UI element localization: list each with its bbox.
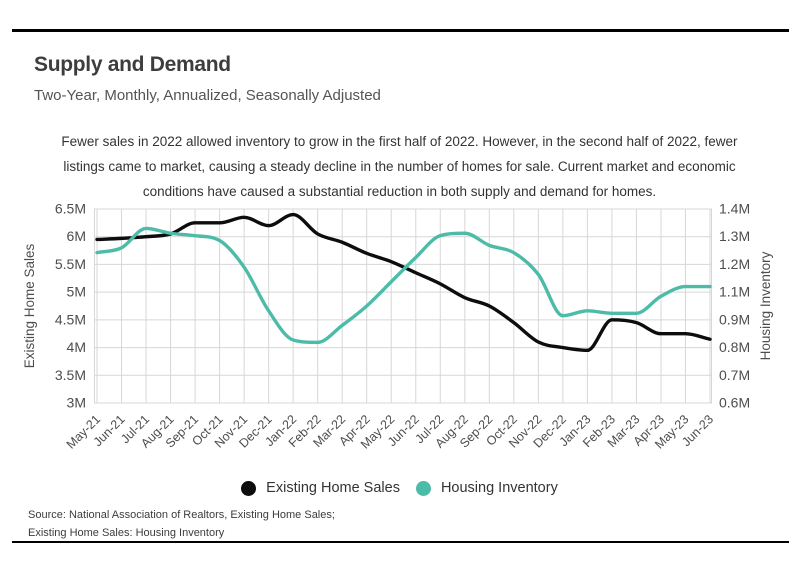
chart-description: Fewer sales in 2022 allowed inventory to… [0, 129, 799, 204]
inventory-dot-icon [415, 480, 431, 496]
legend-item-housing-inventory: Housing Inventory [415, 480, 558, 496]
right-tick-label: 1.1M [719, 284, 750, 300]
plot-border [94, 208, 712, 404]
legend-label: Existing Home Sales [266, 480, 400, 496]
left-tick-label: 4.5M [55, 311, 86, 327]
existing-home-sales-line [95, 212, 712, 353]
left-tick-label: 6.5M [55, 201, 86, 217]
chart-title: Supply and Demand [34, 53, 231, 76]
description-line-2: listings came to market, causing a stead… [63, 159, 736, 174]
right-tick-label: 0.9M [719, 311, 750, 327]
sales-dot-icon [241, 480, 257, 496]
description-line-1: Fewer sales in 2022 allowed inventory to… [61, 134, 738, 149]
right-tick-label: 0.6M [719, 395, 750, 411]
source-line-1: Source: National Association of Realtors… [28, 509, 335, 521]
chart-area: 6.5M 1.4M 6M 1.3M 5.5M 1.2M 5M 1.1M 4.5M 0.9M 4M 0.… [0, 180, 799, 480]
legend-label: Housing Inventory [440, 480, 558, 496]
chart-legend: Existing Home Sales Housing Inventory [0, 480, 799, 496]
right-tick-label: 1.4M [719, 201, 750, 217]
housing-inventory-line [95, 226, 712, 345]
left-tick-label: 3M [67, 395, 86, 411]
bottom-rule [12, 541, 789, 543]
left-tick-label: 5M [67, 284, 86, 300]
chart-svg: 6.5M 1.4M 6M 1.3M 5.5M 1.2M 5M 1.1M 4.5M 0.9M 4M 0.… [22, 201, 773, 452]
left-tick-label: 5.5M [55, 256, 86, 272]
right-tick-label: 0.7M [719, 367, 750, 383]
left-tick-label: 6M [67, 228, 86, 244]
left-axis-title: Existing Home Sales [22, 243, 37, 368]
right-tick-label: 1.2M [719, 256, 750, 272]
left-tick-label: 4M [67, 339, 86, 355]
source-line-2: Existing Home Sales: Housing Inventory [28, 527, 225, 539]
description-line-3: conditions have caused a substantial red… [142, 184, 657, 199]
right-tick-label: 0.8M [719, 339, 750, 355]
top-rule [12, 29, 789, 32]
right-tick-label: 1.3M [719, 228, 750, 244]
legend-item-existing-home-sales: Existing Home Sales [241, 480, 400, 496]
chart-subtitle: Two-Year, Monthly, Annualized, Seasonall… [34, 87, 381, 104]
left-tick-label: 3.5M [55, 367, 86, 383]
right-axis-title: Housing Inventory [758, 251, 773, 360]
